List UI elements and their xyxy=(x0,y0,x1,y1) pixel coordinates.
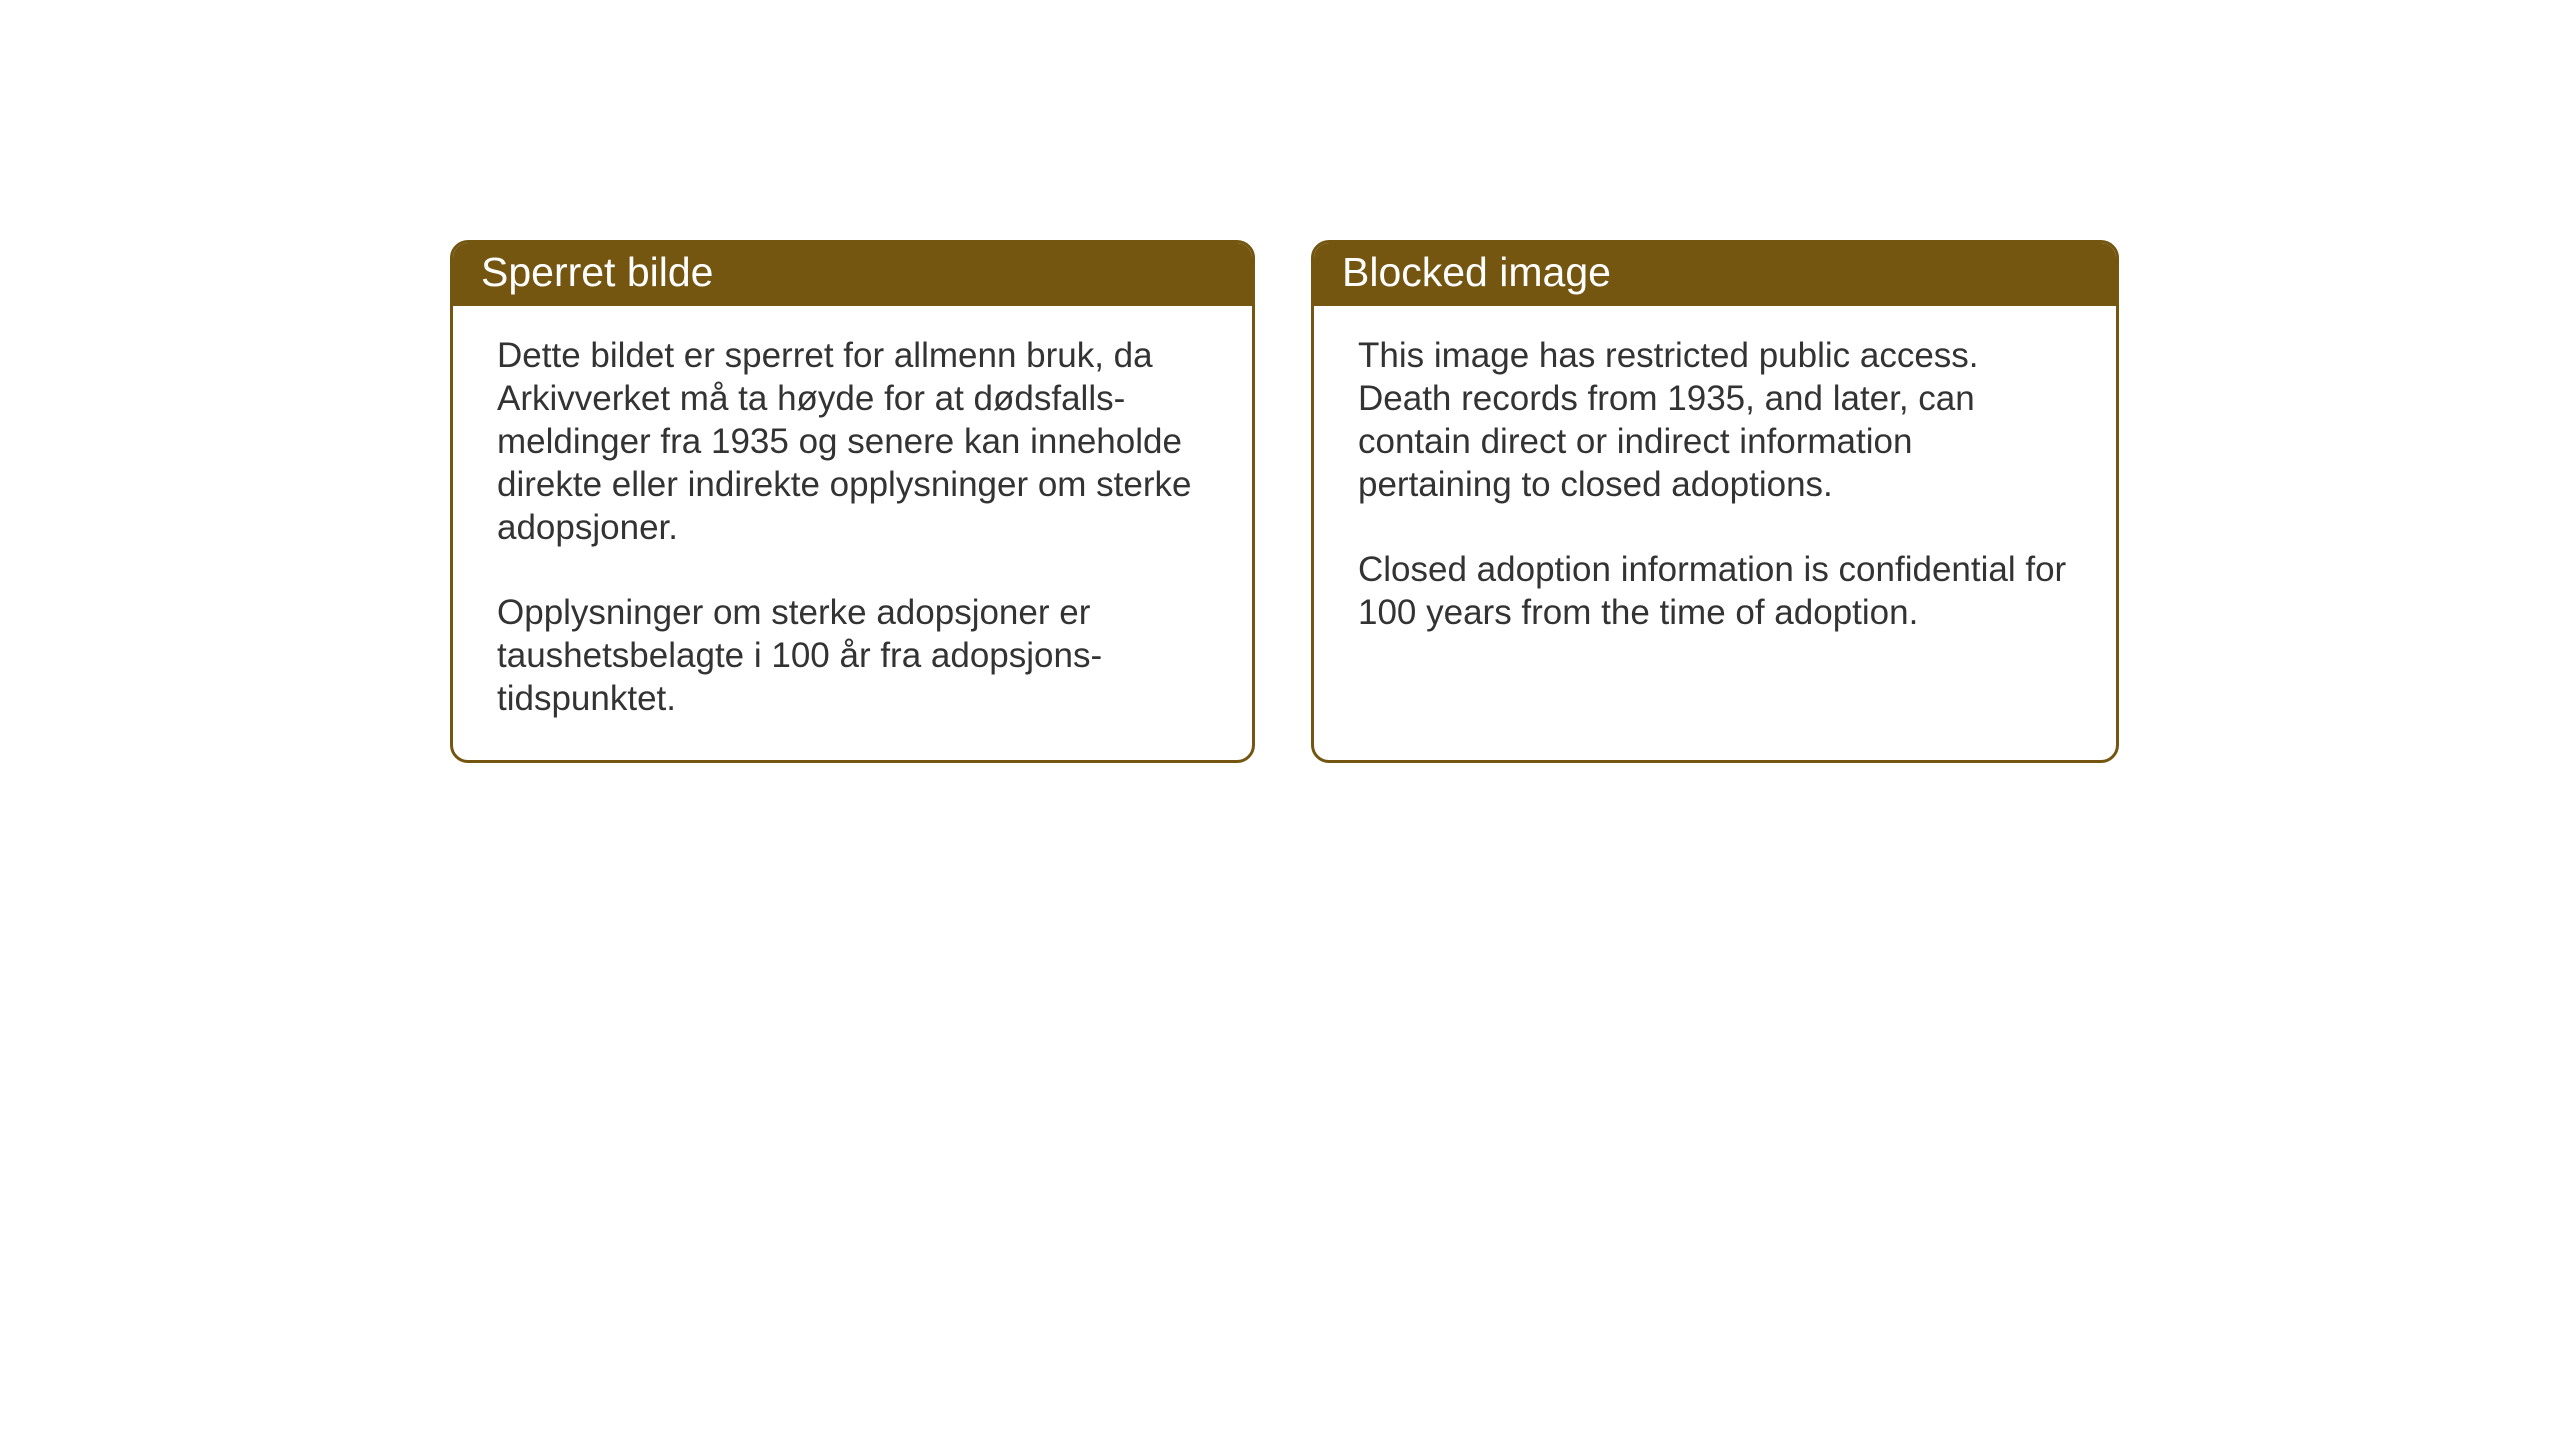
card-body-english: This image has restricted public access.… xyxy=(1314,306,2116,734)
notice-card-norwegian: Sperret bilde Dette bildet er sperret fo… xyxy=(450,240,1255,763)
card-title-english: Blocked image xyxy=(1314,243,2116,306)
notice-card-english: Blocked image This image has restricted … xyxy=(1311,240,2119,763)
paragraph-1-english: This image has restricted public access.… xyxy=(1358,334,2072,506)
paragraph-2-norwegian: Opplysninger om sterke adopsjoner er tau… xyxy=(497,591,1208,720)
paragraph-1-norwegian: Dette bildet er sperret for allmenn bruk… xyxy=(497,334,1208,549)
card-body-norwegian: Dette bildet er sperret for allmenn bruk… xyxy=(453,306,1252,760)
card-title-norwegian: Sperret bilde xyxy=(453,243,1252,306)
notice-cards-container: Sperret bilde Dette bildet er sperret fo… xyxy=(450,240,2119,763)
paragraph-2-english: Closed adoption information is confident… xyxy=(1358,548,2072,634)
